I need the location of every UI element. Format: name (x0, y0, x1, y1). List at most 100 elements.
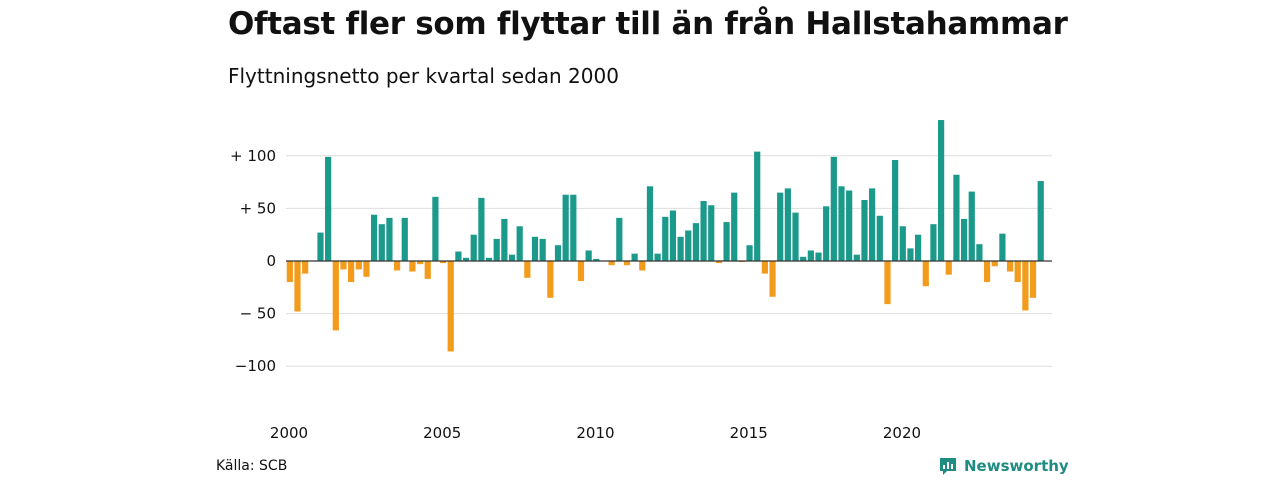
bar-2023-q2 (999, 233, 1006, 261)
bar-2005-q3 (455, 251, 462, 261)
bar-2005-q1 (439, 261, 447, 264)
y-tick-label: −100 (235, 357, 276, 375)
bar-2008-q1 (531, 236, 539, 261)
x-tick-label: 2010 (576, 424, 614, 442)
bar-2020-q1 (899, 226, 906, 261)
bar-2016-q4 (800, 256, 807, 261)
bar-2012-q4 (677, 236, 684, 261)
bar-2008-q2 (539, 238, 546, 261)
bar-2006-q1 (470, 234, 477, 261)
bar-2002-q4 (371, 214, 378, 261)
bar-2015-q4 (769, 261, 776, 297)
bar-2018-q4 (861, 199, 868, 261)
bar-2016-q2 (784, 188, 791, 261)
y-tick-label: + 100 (230, 147, 276, 165)
bar-2009-q4 (585, 250, 592, 261)
newsworthy-logo-icon (940, 458, 956, 475)
bar-2003-q3 (394, 261, 401, 271)
bar-2010-q3 (608, 261, 615, 266)
bar-2006-q3 (485, 257, 493, 261)
bar-2013-q2 (692, 223, 700, 261)
bar-2001-q1 (317, 232, 324, 261)
bar-2000-q2 (294, 261, 301, 312)
brand-logo: Newsworthy (938, 456, 1069, 476)
bar-2007-q2 (508, 254, 516, 261)
bar-2012-q1 (654, 253, 661, 261)
bar-2015-q1 (746, 245, 753, 261)
bar-2009-q2 (570, 194, 577, 261)
bar-2019-q1 (869, 188, 876, 261)
bar-2021-q1 (930, 224, 937, 261)
bar-2023-q4 (1014, 261, 1021, 283)
bar-2016-q3 (792, 212, 799, 261)
bar-2018-q1 (838, 186, 845, 261)
bar-2020-q3 (915, 234, 922, 261)
bar-2022-q4 (983, 261, 991, 283)
x-tick-label: 2015 (730, 424, 768, 442)
x-tick-label: 2020 (883, 424, 921, 442)
bar-2000-q3 (302, 261, 309, 274)
chart-subtitle: Flyttningsnetto per kvartal sedan 2000 (228, 64, 619, 88)
y-tick-label: 0 (266, 252, 276, 270)
bar-2011-q1 (623, 261, 631, 266)
bar-2021-q2 (938, 120, 945, 261)
chart-title: Oftast fler som flyttar till än från Hal… (228, 6, 1068, 42)
bar-2018-q3 (853, 254, 860, 261)
bar-2007-q3 (516, 226, 523, 261)
bar-2017-q1 (807, 250, 814, 261)
x-tick-label: 2005 (423, 424, 461, 442)
y-tick-label: + 50 (240, 199, 276, 217)
bar-2020-q2 (907, 248, 914, 261)
bar-2009-q1 (562, 194, 569, 261)
bar-2014-q2 (723, 222, 730, 261)
bar-2019-q4 (892, 160, 899, 261)
x-axis: 2000 2005 2010 2015 2020 (270, 424, 921, 442)
bar-2001-q4 (340, 261, 347, 270)
brand-name: Newsworthy (964, 457, 1069, 475)
bar-2011-q4 (646, 186, 654, 261)
bar-2022-q3 (976, 244, 983, 261)
bar-2008-q3 (547, 261, 554, 298)
bar-2001-q2 (325, 156, 332, 261)
bar-2011-q2 (631, 253, 638, 261)
bar-2015-q3 (761, 261, 768, 274)
bar-2003-q2 (386, 217, 393, 261)
bar-2002-q2 (355, 261, 362, 270)
bar-2003-q4 (401, 217, 408, 261)
y-axis: + 100 + 50 0 − 50 −100 (230, 147, 276, 375)
bar-2023-q1 (991, 261, 998, 267)
bar-2013-q1 (685, 230, 692, 261)
bar-2012-q3 (669, 210, 677, 261)
bar-2003-q1 (378, 224, 385, 261)
bar-2000-q1 (286, 261, 293, 283)
bar-2024-q1 (1022, 261, 1029, 311)
bar-2022-q2 (968, 191, 975, 261)
bar-2005-q4 (462, 257, 470, 261)
bar-2008-q4 (554, 245, 562, 261)
bars (286, 120, 1044, 352)
bar-2024-q2 (1029, 261, 1037, 298)
bar-2004-q2 (416, 261, 424, 265)
bar-2021-q4 (953, 174, 960, 261)
bar-2021-q3 (945, 261, 952, 275)
bar-2013-q3 (700, 201, 707, 261)
bar-2020-q4 (922, 261, 929, 287)
bar-2017-q2 (815, 252, 822, 261)
bar-2011-q3 (639, 261, 646, 271)
bar-2012-q2 (662, 216, 669, 261)
gridlines (286, 155, 1052, 367)
bar-2002-q1 (348, 261, 355, 283)
bar-2017-q4 (830, 156, 837, 261)
bar-2005-q2 (447, 261, 454, 352)
bar-2004-q3 (424, 261, 431, 279)
bar-2019-q2 (876, 215, 883, 261)
bar-2014-q1 (715, 261, 722, 264)
bar-2010-q4 (616, 217, 623, 261)
bar-2006-q4 (493, 238, 500, 261)
x-tick-label: 2000 (270, 424, 308, 442)
bar-2024-q3 (1037, 181, 1044, 261)
bar-2009-q3 (577, 261, 585, 281)
bar-2007-q1 (501, 218, 508, 261)
bar-2016-q1 (777, 192, 784, 261)
bar-2014-q3 (731, 192, 738, 261)
